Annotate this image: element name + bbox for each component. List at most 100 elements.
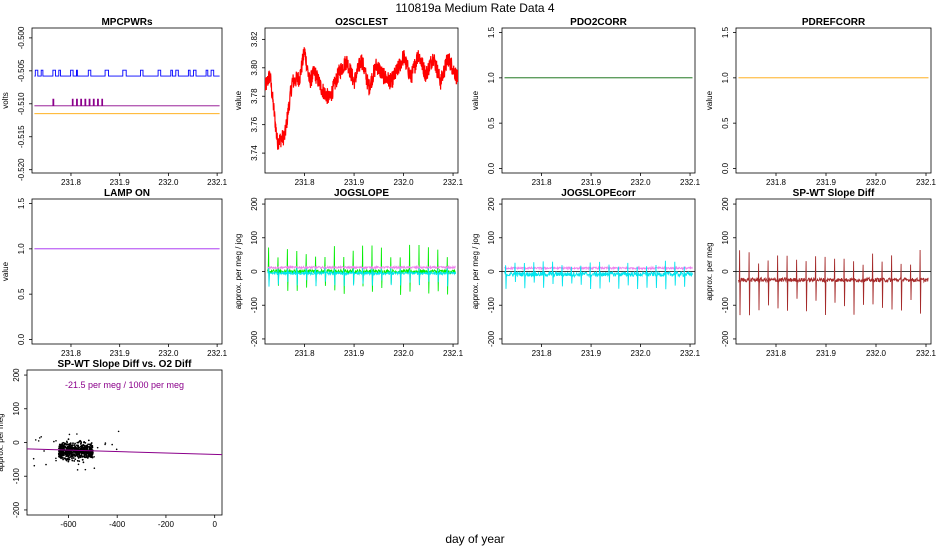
- y-tick-label: 1.0: [721, 72, 730, 84]
- scatter-point: [71, 444, 74, 446]
- x-tick-label: 231.8: [61, 349, 82, 358]
- x-tick-label: 232.1: [680, 178, 701, 187]
- scatter-point: [115, 448, 118, 451]
- y-tick-label: 0.0: [721, 162, 730, 174]
- x-tick-label: 231.9: [581, 349, 602, 358]
- y-tick-label: 3.78: [250, 88, 259, 104]
- scatter-point: [81, 451, 84, 454]
- scatter-point: [67, 443, 70, 446]
- plot-area: [27, 430, 222, 471]
- x-tick-label: 232.1: [207, 178, 228, 187]
- panel-title: PDO2CORR: [570, 17, 627, 28]
- panel-o2sclest: O2SCLEST value 231.8 231.9 232.0 232.1 3.74 3.7…: [234, 17, 464, 187]
- x-tick-label: 231.9: [816, 178, 837, 187]
- scatter-point: [104, 442, 107, 444]
- scatter-point: [85, 446, 88, 449]
- x-tick-label: 232.1: [207, 349, 228, 358]
- plot-frame: [26, 369, 223, 516]
- scatter-point: [90, 442, 93, 444]
- scatter-point: [69, 443, 72, 446]
- scatter-point: [76, 433, 78, 435]
- scatter-point: [65, 455, 68, 458]
- scatter-point: [72, 454, 75, 457]
- scatter-point: [83, 441, 85, 444]
- y-tick-label: 0.5: [487, 117, 496, 129]
- y-axis-label: value: [1, 261, 10, 281]
- y-tick-label: -200: [487, 330, 496, 347]
- plot-area: [265, 47, 458, 150]
- series-line-0: [34, 69, 220, 77]
- y-axis-label: approx. per meg / jog: [234, 234, 243, 310]
- scatter-point: [34, 439, 37, 441]
- scatter-point: [65, 453, 68, 456]
- y-tick-label: 200: [721, 197, 730, 211]
- y-tick-label: -100: [12, 468, 21, 485]
- plot-frame: [31, 198, 223, 345]
- scatter-point: [67, 438, 70, 441]
- x-tick-label: -200: [158, 520, 175, 529]
- scatter-point: [80, 444, 83, 447]
- y-tick-label: 200: [487, 197, 496, 211]
- scatter-point: [86, 457, 89, 459]
- y-tick-label: -0.520: [17, 158, 26, 181]
- scatter-point: [90, 451, 93, 453]
- scatter-point: [91, 454, 94, 456]
- panel-pdrefcorr: PDREFCORR value 231.8 231.9 232.0 232.1 0.0 0.5…: [705, 17, 937, 187]
- figure-title: 110819a Medium Rate Data 4: [395, 1, 555, 15]
- scatter-point: [68, 433, 71, 436]
- scatter-point: [74, 458, 77, 461]
- scatter-point: [66, 451, 68, 453]
- y-tick-label: -200: [721, 330, 730, 347]
- y-tick-label: 1.0: [17, 243, 26, 255]
- x-tick-label: 231.9: [581, 178, 602, 187]
- x-tick-label: 231.9: [816, 349, 837, 358]
- plot-frame: [264, 27, 459, 174]
- y-tick-label: 0: [721, 269, 730, 274]
- scatter-point: [76, 459, 79, 462]
- panel-title: SP-WT Slope Diff: [793, 188, 875, 199]
- scatter-point: [88, 452, 91, 455]
- scatter-point: [72, 442, 74, 445]
- scatter-point: [77, 445, 79, 448]
- x-tick-label: 231.8: [766, 349, 787, 358]
- y-tick-label: 100: [721, 231, 730, 245]
- panel-spwt: SP-WT Slope Diff approx. per meg 231.8 231.…: [705, 188, 937, 358]
- scatter-point: [57, 452, 60, 455]
- y-tick-label: 3.80: [250, 59, 259, 75]
- x-tick-label: 232.0: [631, 178, 652, 187]
- panel-title: MPCPWRs: [101, 17, 153, 28]
- x-tick-label: 231.9: [344, 178, 365, 187]
- scatter-point: [62, 450, 65, 452]
- y-axis-label: volts: [1, 92, 10, 108]
- scatter-point: [68, 450, 71, 453]
- scatter-point: [96, 446, 99, 449]
- scatter-point: [83, 454, 86, 456]
- scatter-point: [55, 439, 57, 442]
- scatter-point: [62, 441, 65, 444]
- y-tick-label: -0.510: [17, 92, 26, 115]
- scatter-point: [91, 444, 94, 447]
- scatter-point: [87, 439, 90, 442]
- scatter-point: [45, 463, 47, 466]
- scatter-point: [77, 457, 80, 459]
- y-tick-label: 200: [12, 368, 21, 382]
- scatter-point: [70, 454, 73, 457]
- scatter-point: [63, 447, 65, 450]
- panels: MPCPWRs volts 231.8 231.9 232.0 232.1 -0.500 -0…: [0, 17, 937, 529]
- scatter-point: [53, 440, 55, 443]
- x-tick-label: 231.8: [766, 178, 787, 187]
- scatter-point: [84, 441, 87, 444]
- scatter-point: [76, 469, 79, 471]
- x-tick-label: 231.8: [61, 178, 82, 187]
- x-tick-label: 232.1: [916, 349, 937, 358]
- y-tick-label: 3.74: [250, 145, 259, 161]
- scatter-point: [65, 443, 68, 446]
- scatter-point: [89, 444, 92, 447]
- scatter-point: [81, 458, 84, 461]
- panel-title: SP-WT Slope Diff vs. O2 Diff: [58, 359, 193, 370]
- scatter-point: [77, 454, 80, 456]
- panel-jogslope: JOGSLOPE approx. per meg / jog 231.8 231.9 2…: [234, 188, 464, 358]
- scatter-point: [79, 440, 82, 443]
- scatter-point: [65, 440, 68, 443]
